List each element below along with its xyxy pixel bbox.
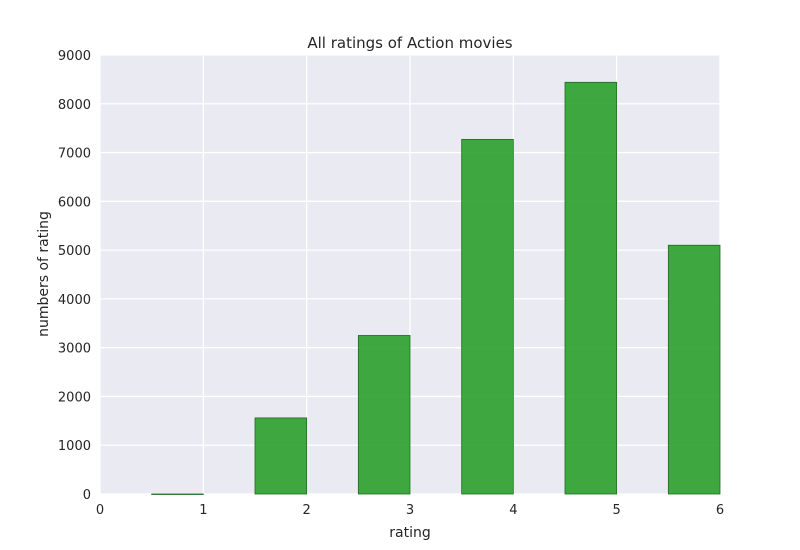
y-tick-label: 4000 (58, 293, 91, 308)
y-tick-label: 7000 (58, 147, 91, 162)
y-axis-label: numbers of rating (36, 211, 52, 337)
bar (667, 244, 721, 495)
x-tick-label: 2 (303, 503, 311, 518)
y-tick-label: 9000 (58, 49, 91, 64)
bar (357, 335, 411, 495)
x-tick-labels: 0 1 2 3 4 5 6 (96, 503, 724, 518)
y-tick-label: 5000 (58, 244, 91, 259)
y-tick-labels: 0 1000 2000 3000 4000 5000 6000 7000 8000 9000 (58, 49, 91, 503)
bar (254, 417, 308, 495)
x-tick-label: 5 (613, 503, 621, 518)
bars (151, 81, 721, 495)
x-tick-label: 1 (199, 503, 207, 518)
y-tick-label: 1000 (58, 439, 91, 454)
x-tick-label: 4 (509, 503, 517, 518)
chart-title: All ratings of Action movies (307, 34, 512, 52)
x-axis-label: rating (389, 525, 430, 541)
y-tick-label: 8000 (58, 98, 91, 113)
y-tick-label: 2000 (58, 390, 91, 405)
bar (151, 493, 204, 495)
x-tick-label: 6 (716, 503, 724, 518)
x-tick-label: 0 (96, 503, 104, 518)
y-tick-label: 6000 (58, 195, 91, 210)
x-tick-label: 3 (406, 503, 414, 518)
y-tick-label: 3000 (58, 342, 91, 357)
y-tick-label: 0 (83, 488, 91, 503)
bar (461, 138, 514, 495)
bar (564, 81, 618, 495)
